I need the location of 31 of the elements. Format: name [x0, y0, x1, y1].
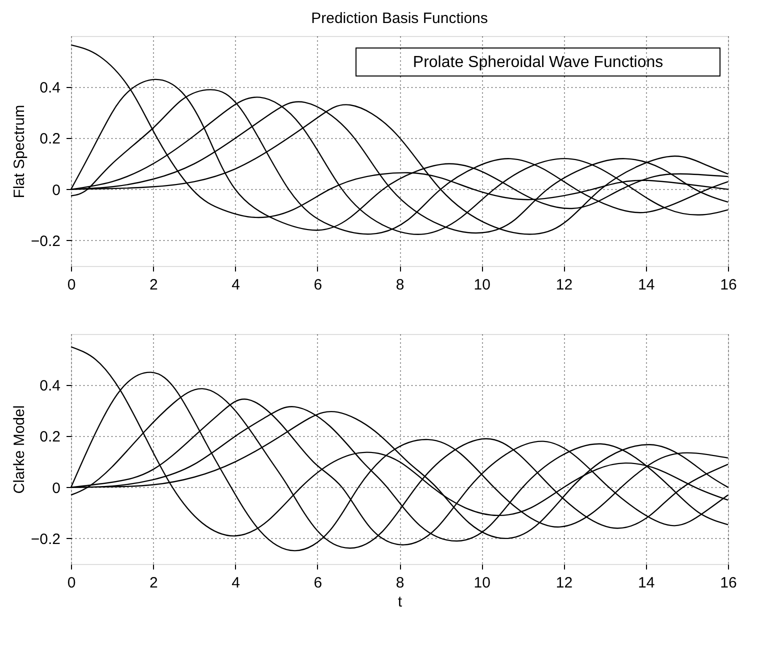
- x-tick-label: 8: [396, 574, 404, 592]
- x-axis-title: t: [398, 594, 403, 610]
- x-tick-label: 4: [232, 276, 240, 294]
- y-axis-title: Flat Spectrum: [10, 104, 28, 198]
- y-tick-label: 0.4: [40, 378, 60, 395]
- x-tick-label: 2: [149, 276, 158, 294]
- x-tick-label: 12: [556, 276, 573, 294]
- x-tick-label: 0: [67, 574, 76, 592]
- y-tick-label: 0.2: [40, 428, 60, 446]
- x-tick-label: 16: [720, 574, 737, 592]
- y-tick-label: −0.2: [30, 232, 60, 250]
- y-tick-label: 0.2: [40, 130, 60, 148]
- y-tick-label: 0.4: [40, 80, 60, 97]
- x-tick-label: 2: [149, 574, 158, 592]
- x-tick-label: 4: [232, 574, 240, 592]
- x-tick-label: 14: [638, 574, 655, 592]
- annotation: Prolate Spheroidal Wave Functions: [412, 54, 664, 71]
- x-tick-label: 14: [638, 276, 655, 294]
- y-axis-title: Clarke Model: [10, 405, 28, 494]
- x-tick-label: 6: [314, 574, 322, 592]
- x-tick-label: 8: [396, 276, 404, 294]
- x-tick-label: 0: [67, 276, 76, 294]
- y-tick-label: 0: [52, 480, 60, 497]
- y-tick-label: 0: [52, 182, 60, 199]
- x-tick-label: 12: [556, 574, 573, 592]
- x-tick-label: 10: [474, 574, 490, 592]
- y-tick-label: −0.2: [30, 530, 60, 548]
- chart-title: Prediction Basis Functions: [311, 10, 488, 27]
- x-tick-label: 6: [314, 276, 322, 294]
- x-tick-label: 16: [720, 276, 737, 294]
- x-tick-label: 10: [474, 276, 490, 294]
